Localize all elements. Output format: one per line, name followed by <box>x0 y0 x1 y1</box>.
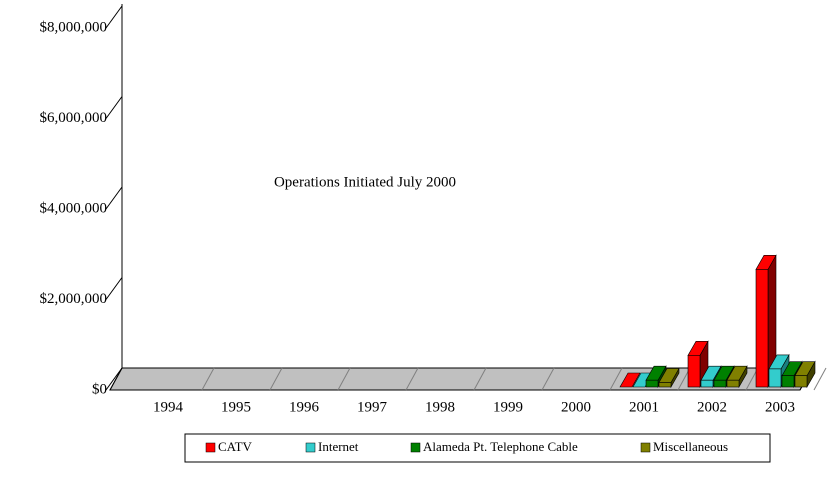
x-tick-label: 2002 <box>697 399 727 415</box>
legend-swatch <box>410 442 421 453</box>
x-tick <box>473 367 487 391</box>
y-tick-label: $8,000,000 <box>40 19 108 35</box>
y-axis-front <box>109 367 123 391</box>
legend-swatch <box>305 442 316 453</box>
y-tick <box>105 186 123 210</box>
bar <box>794 360 816 389</box>
bar-front <box>794 375 808 388</box>
x-tick-label: 2000 <box>561 399 591 415</box>
bar <box>726 365 748 389</box>
legend-label: CATV <box>218 439 253 454</box>
y-tick <box>105 367 123 391</box>
legend-label: Miscellaneous <box>653 439 728 454</box>
y-tick-label: $4,000,000 <box>40 200 108 216</box>
bar <box>619 372 641 388</box>
y-tick-label: $6,000,000 <box>40 110 108 126</box>
x-tick-label: 1998 <box>425 399 455 415</box>
x-tick <box>541 367 555 391</box>
x-tick-label: 1997 <box>357 399 388 415</box>
y-tick-label: $0 <box>92 381 107 397</box>
legend-label: Internet <box>318 439 359 454</box>
x-tick-label: 1999 <box>493 399 523 415</box>
bar <box>755 254 777 389</box>
bar-front <box>687 355 701 388</box>
x-tick <box>201 367 215 391</box>
y-tick-label: $2,000,000 <box>40 291 108 307</box>
bar-top <box>619 372 641 388</box>
x-tick <box>609 367 623 391</box>
bar-front <box>645 379 659 388</box>
x-tick <box>813 367 827 391</box>
x-tick-label: 2003 <box>765 399 795 415</box>
bar-front <box>700 379 714 388</box>
x-tick <box>405 367 419 391</box>
bar-front <box>768 368 782 388</box>
bar-front <box>713 379 727 388</box>
x-tick <box>337 367 351 391</box>
y-tick <box>105 5 123 29</box>
legend-box <box>184 433 771 463</box>
legend-label: Alameda Pt. Telephone Cable <box>423 439 578 454</box>
y-tick <box>105 96 123 119</box>
legend-swatch <box>205 442 216 453</box>
bar-front <box>658 382 672 388</box>
bar-front <box>726 379 740 388</box>
bar <box>658 367 680 389</box>
legend-swatch <box>640 442 651 453</box>
x-tick-label: 1994 <box>153 399 184 415</box>
x-tick-label: 2001 <box>629 399 659 415</box>
x-tick-label: 1995 <box>221 399 251 415</box>
x-tick <box>269 367 283 391</box>
bar-front <box>755 269 769 388</box>
annotation: Operations Initiated July 2000 <box>274 174 456 190</box>
bar-front <box>781 375 795 388</box>
x-tick-label: 1996 <box>289 399 320 415</box>
y-tick <box>105 277 123 300</box>
